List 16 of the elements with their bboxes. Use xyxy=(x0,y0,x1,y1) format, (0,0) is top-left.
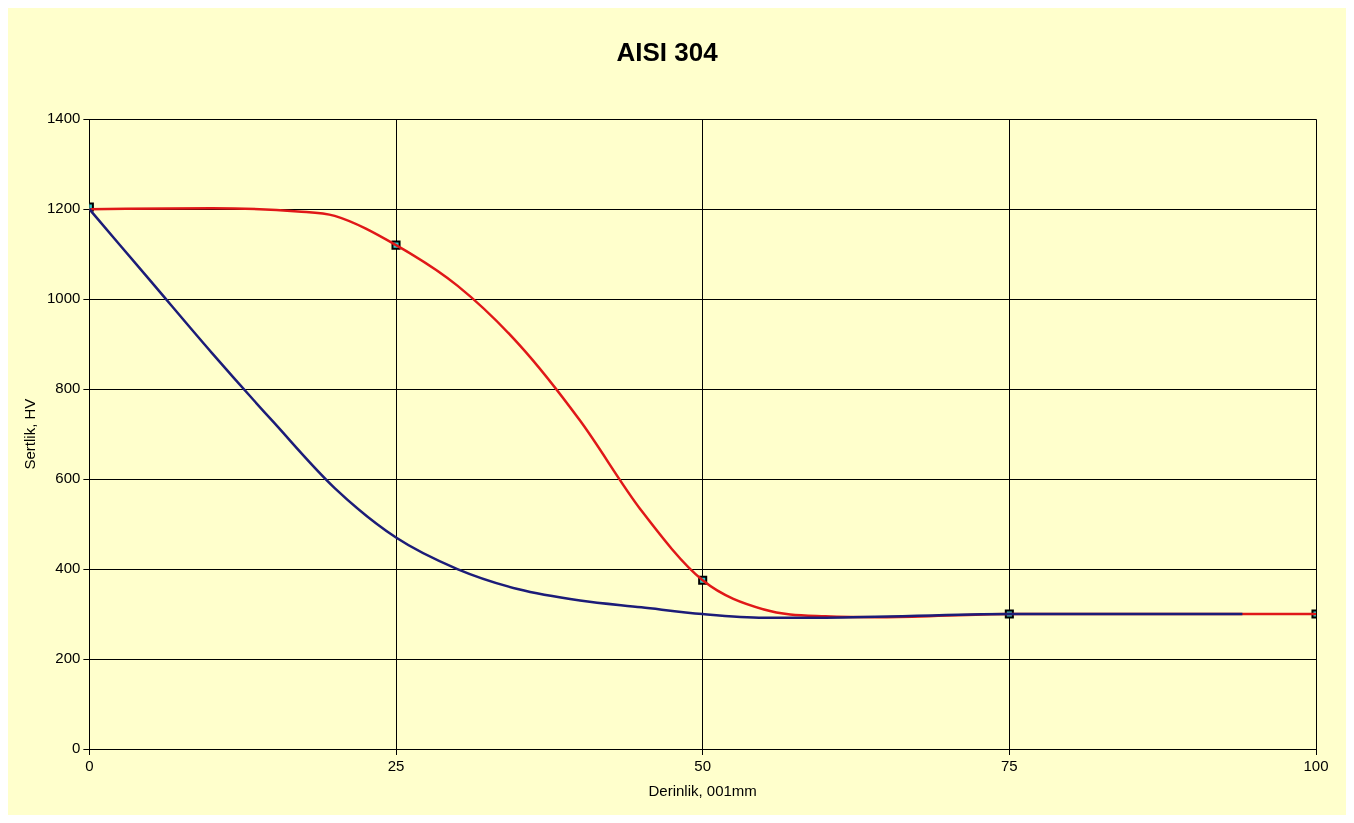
x-tick-label: 100 xyxy=(1303,757,1329,775)
y-tick-label: 1400 xyxy=(46,109,81,127)
y-tick-label: 1000 xyxy=(46,289,81,307)
y-tick-label: 1200 xyxy=(46,199,81,217)
y-tick-label: 600 xyxy=(55,469,81,487)
x-tick-label: 25 xyxy=(387,757,405,775)
x-axis-title: Derinlik, 001mm xyxy=(648,782,757,800)
chart-title: AISI 304 xyxy=(616,36,719,67)
x-tick-label: 75 xyxy=(1001,757,1018,775)
y-tick-label: 800 xyxy=(55,379,81,397)
y-tick-label: 0 xyxy=(72,739,81,757)
x-tick-label: 0 xyxy=(85,757,94,775)
y-tick-label: 400 xyxy=(55,559,81,577)
x-tick-label: 50 xyxy=(694,757,712,775)
y-axis-title: Sertlik, HV xyxy=(21,398,39,470)
y-tick-label: 200 xyxy=(55,649,81,667)
